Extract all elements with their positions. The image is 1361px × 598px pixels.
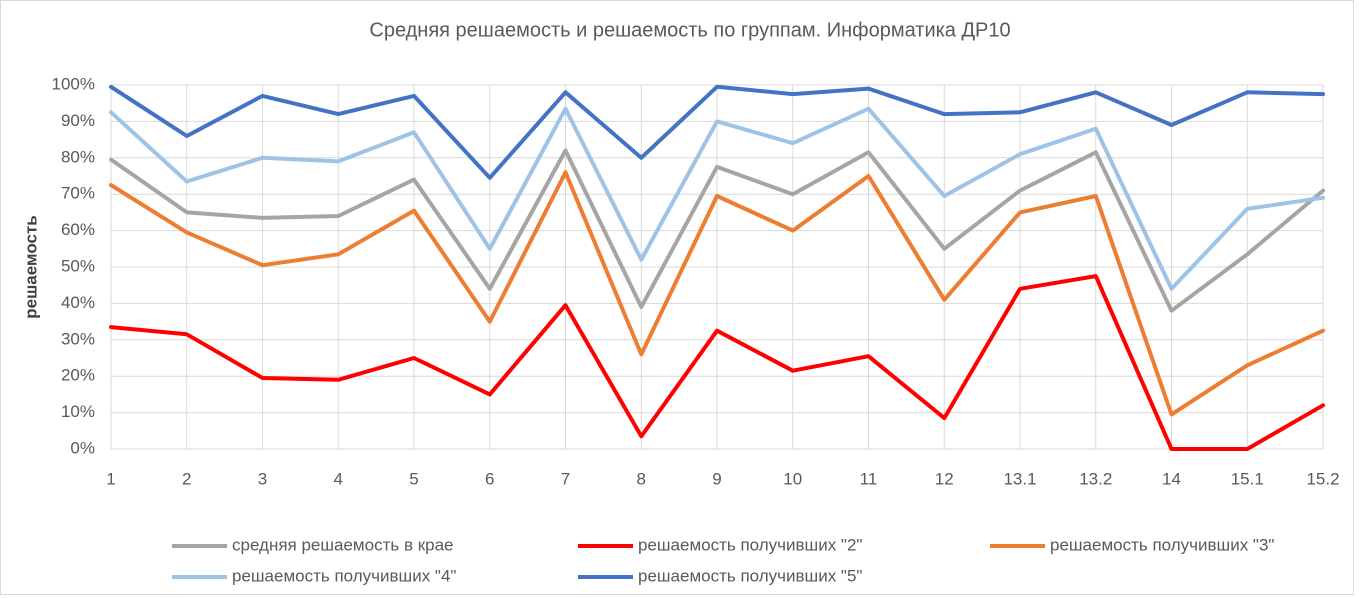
series-line: [109, 106, 1325, 291]
x-tick-label: 10: [783, 469, 802, 488]
chart-title: Средняя решаемость и решаемость по групп…: [369, 19, 1010, 41]
series-line: [109, 84, 1325, 180]
x-tick-label: 8: [637, 469, 646, 488]
y-tick-label: 50%: [61, 256, 95, 275]
x-tick-label: 12: [935, 469, 954, 488]
legend-label: решаемость получивших "2": [638, 535, 862, 554]
x-tick-label: 3: [258, 469, 267, 488]
x-tick-label: 5: [409, 469, 418, 488]
x-tick-label: 7: [561, 469, 570, 488]
x-tick-label: 13.2: [1079, 469, 1112, 488]
legend-label: решаемость получивших "5": [638, 566, 862, 585]
y-tick-label: 30%: [61, 329, 95, 348]
y-tick-label: 20%: [61, 366, 95, 385]
x-tick-label: 1: [106, 469, 115, 488]
x-tick-label: 13.1: [1003, 469, 1036, 488]
y-axis-label: решаемость: [21, 215, 40, 318]
legend-label: решаемость получивших "3": [1050, 535, 1274, 554]
y-tick-label: 100%: [52, 74, 95, 93]
series-line: [109, 170, 1325, 417]
x-tick-label: 6: [485, 469, 494, 488]
y-tick-label: 10%: [61, 402, 95, 421]
x-tick-label: 11: [860, 469, 878, 488]
x-tick-label: 15.1: [1231, 469, 1264, 488]
y-tick-label: 70%: [61, 184, 95, 203]
y-tick-label: 0%: [70, 438, 95, 457]
y-tick-label: 40%: [61, 293, 95, 312]
series-line: [109, 274, 1325, 451]
y-tick-label: 60%: [61, 220, 95, 239]
legend-label: решаемость получивших "4": [232, 566, 456, 585]
y-tick-label: 80%: [61, 147, 95, 166]
x-tick-label: 14: [1162, 469, 1181, 488]
x-tick-label: 15.2: [1306, 469, 1339, 488]
x-tick-label: 2: [182, 469, 191, 488]
legend-label: средняя решаемость в крае: [232, 535, 454, 554]
x-tick-label: 4: [334, 469, 343, 488]
series-line: [109, 148, 1325, 313]
x-tick-label: 9: [712, 469, 721, 488]
y-tick-label: 90%: [61, 111, 95, 130]
